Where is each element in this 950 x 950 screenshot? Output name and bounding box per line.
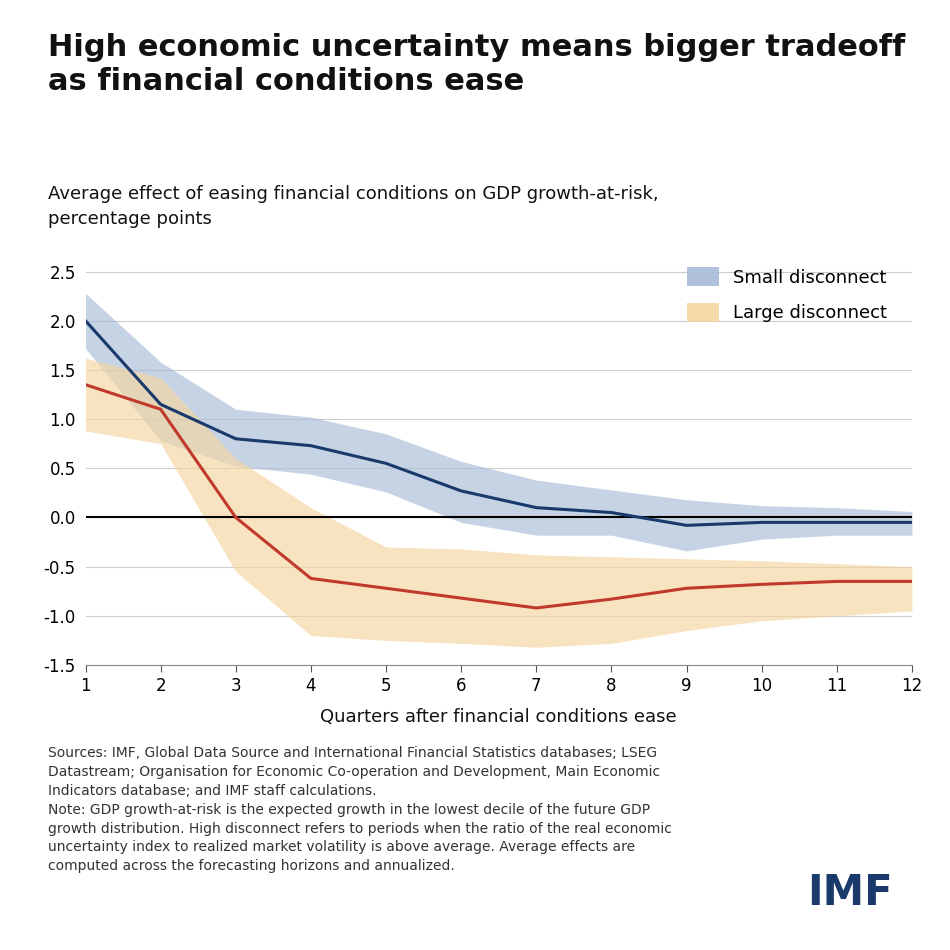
Text: IMF: IMF bbox=[808, 872, 893, 914]
Text: Quarters after financial conditions ease: Quarters after financial conditions ease bbox=[320, 708, 677, 726]
Text: Average effect of easing financial conditions on GDP growth-at-risk,
percentage : Average effect of easing financial condi… bbox=[48, 185, 658, 228]
Legend: Small disconnect, Large disconnect: Small disconnect, Large disconnect bbox=[679, 260, 895, 330]
Text: High economic uncertainty means bigger tradeoff: High economic uncertainty means bigger t… bbox=[48, 33, 904, 63]
Text: as financial conditions ease: as financial conditions ease bbox=[48, 66, 523, 96]
Text: Sources: IMF, Global Data Source and International Financial Statistics database: Sources: IMF, Global Data Source and Int… bbox=[48, 746, 672, 873]
